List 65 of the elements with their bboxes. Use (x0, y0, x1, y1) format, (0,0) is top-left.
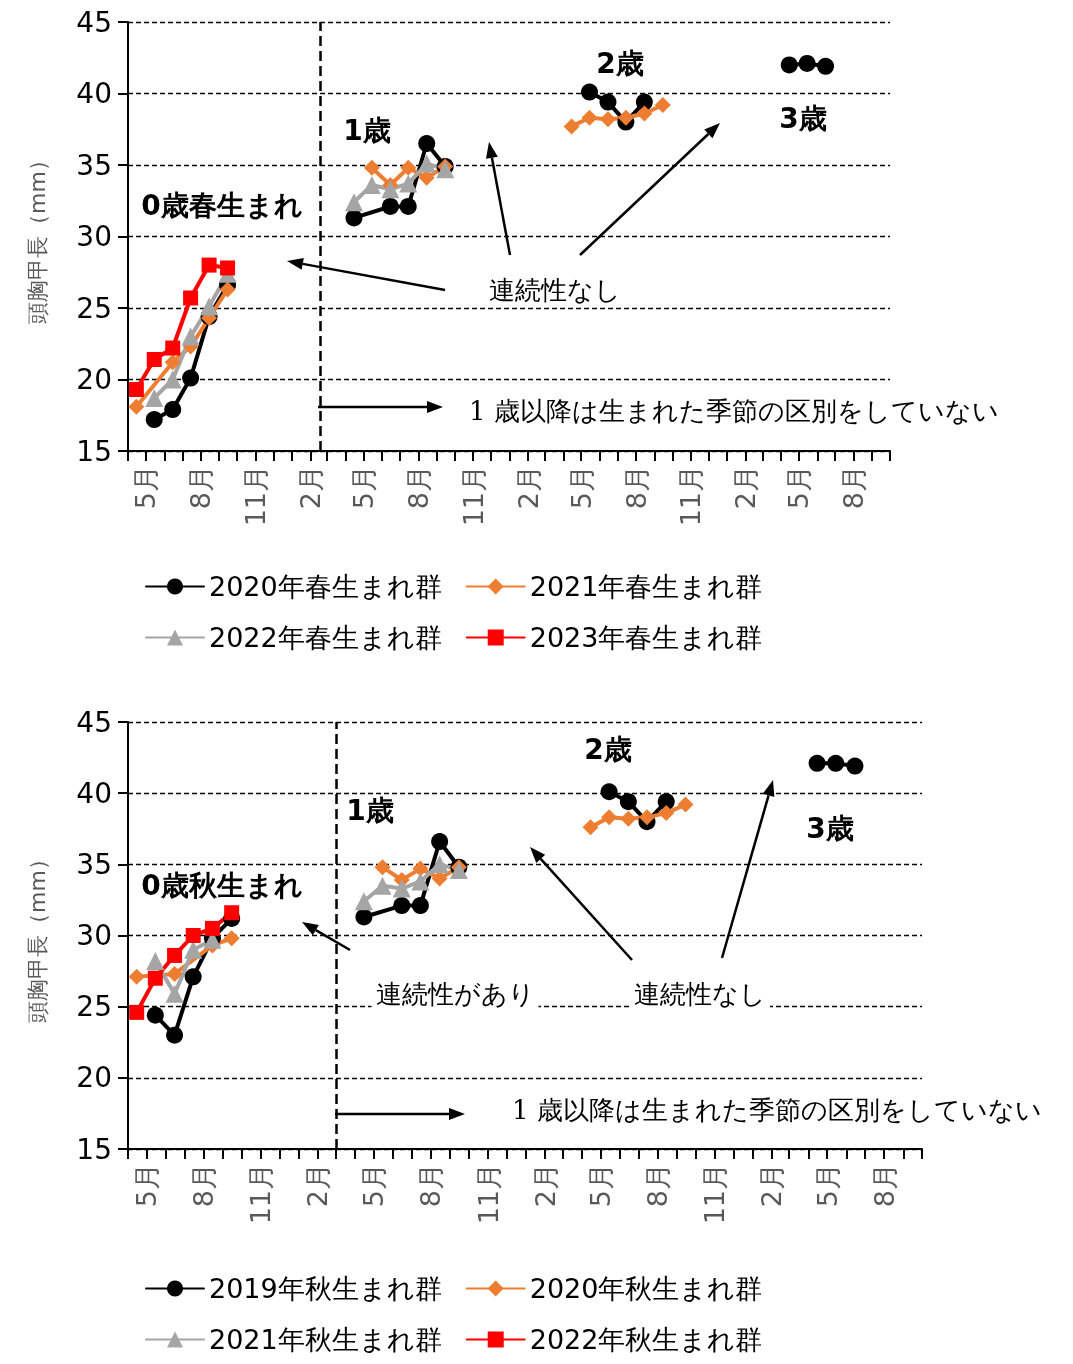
annotation: 1歳 (346, 793, 394, 827)
x-tick-label: 2月 (302, 1163, 334, 1208)
annotation: 連続性なし (489, 275, 621, 305)
legend-label: 2019年秋生まれ群 (209, 1273, 442, 1304)
legend-label: 2020年秋生まれ群 (529, 1273, 763, 1304)
x-tick-label: 11月 (675, 465, 707, 527)
legend-label: 2023年春生まれ群 (529, 622, 763, 653)
x-tick-label: 8月 (620, 465, 652, 510)
annotation: 3歳 (806, 811, 854, 845)
y-tick-label: 30 (76, 919, 112, 952)
x-tick-label: 11月 (472, 1163, 504, 1225)
y-tick-label: 45 (76, 705, 112, 739)
x-tick-label: 11月 (245, 1163, 277, 1225)
x-tick-label: 2月 (730, 465, 762, 510)
y-tick-label: 15 (76, 434, 112, 468)
y-axis-title: 頭胸甲長（mm） (24, 149, 50, 324)
x-tick-label: 5月 (348, 465, 380, 510)
y-tick-label: 35 (76, 148, 112, 182)
annotation: 2歳 (584, 732, 632, 766)
legend-label: 2022年春生まれ群 (209, 622, 442, 653)
x-tick-label: 8月 (868, 1163, 900, 1208)
annotation: 1 歳以降は生まれた季節の区別をしていない (469, 396, 999, 426)
y-tick-label: 15 (76, 1132, 112, 1166)
x-tick-label: 11月 (457, 465, 489, 527)
annotation: 1歳 (343, 113, 391, 147)
x-tick-label: 11月 (699, 1163, 731, 1225)
x-tick-label: 2月 (529, 1163, 561, 1208)
x-tick-label: 8月 (642, 1163, 674, 1208)
legend-label: 2020年春生まれ群 (209, 571, 442, 602)
y-tick-label: 35 (76, 847, 112, 881)
x-tick-label: 8月 (415, 1163, 447, 1208)
y-tick-label: 25 (76, 990, 112, 1024)
legend-label: 2021年秋生まれ群 (209, 1324, 442, 1355)
annotation: 2歳 (596, 46, 644, 80)
x-tick-label: 5月 (783, 465, 815, 510)
y-tick-label: 25 (76, 291, 112, 325)
x-tick-label: 5月 (584, 1163, 616, 1208)
annotation: 0歳秋生まれ (141, 868, 303, 902)
legend-label: 2022年秋生まれ群 (529, 1324, 763, 1355)
y-tick-label: 20 (76, 363, 112, 396)
y-tick-label: 30 (76, 220, 112, 253)
y-tick-label: 45 (76, 5, 112, 39)
x-tick-label: 5月 (130, 465, 162, 510)
x-tick-label: 5月 (358, 1163, 390, 1208)
x-tick-label: 5月 (131, 1163, 163, 1208)
annotation: 0歳春生まれ (141, 188, 303, 222)
legend-label: 2021年春生まれ群 (529, 571, 763, 602)
x-tick-label: 8月 (838, 465, 870, 510)
y-tick-label: 20 (76, 1061, 112, 1095)
annotation: 3歳 (779, 101, 827, 135)
y-axis-title: 頭胸甲長（mm） (24, 848, 50, 1023)
x-tick-label: 2月 (294, 465, 326, 510)
x-tick-label: 8月 (402, 465, 434, 510)
y-tick-label: 40 (76, 77, 112, 110)
x-tick-label: 2月 (512, 465, 544, 510)
annotation: 連続性があり (375, 979, 535, 1009)
y-tick-label: 40 (76, 776, 112, 810)
annotation: 連続性なし (634, 979, 766, 1009)
x-tick-label: 5月 (811, 1163, 843, 1208)
x-tick-label: 11月 (240, 465, 272, 527)
x-tick-label: 8月 (185, 465, 217, 510)
x-tick-label: 2月 (756, 1163, 788, 1208)
x-tick-label: 5月 (565, 465, 597, 510)
x-tick-label: 8月 (188, 1163, 220, 1208)
annotation: 1 歳以降は生まれた季節の区別をしていない (512, 1095, 1042, 1125)
